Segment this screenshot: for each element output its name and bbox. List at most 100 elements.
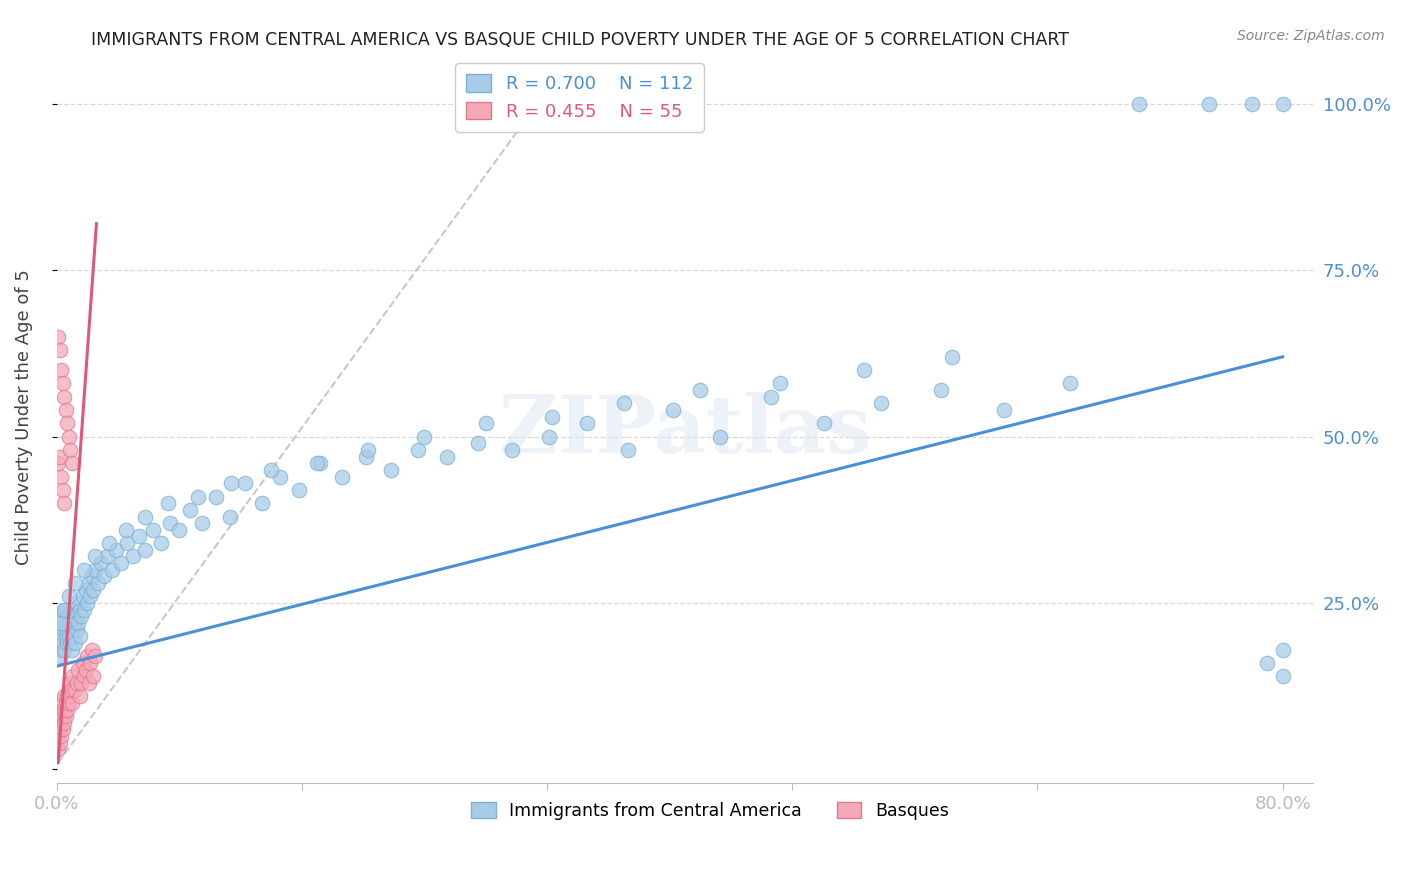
Point bbox=[357, 442, 380, 457]
Point bbox=[167, 523, 190, 537]
Point bbox=[52, 709, 75, 723]
Point bbox=[51, 363, 73, 377]
Point bbox=[70, 609, 93, 624]
Point bbox=[73, 669, 96, 683]
Point bbox=[55, 709, 77, 723]
Point bbox=[58, 629, 80, 643]
Point bbox=[287, 483, 309, 497]
Point bbox=[250, 496, 273, 510]
Point bbox=[53, 642, 76, 657]
Point bbox=[48, 736, 70, 750]
Point bbox=[62, 629, 84, 643]
Point bbox=[1271, 642, 1294, 657]
Point bbox=[929, 383, 952, 397]
Point bbox=[115, 536, 138, 550]
Point bbox=[51, 615, 73, 630]
Point bbox=[56, 623, 79, 637]
Point bbox=[501, 442, 523, 457]
Point bbox=[65, 596, 87, 610]
Point bbox=[84, 563, 107, 577]
Point bbox=[90, 556, 112, 570]
Point bbox=[87, 576, 110, 591]
Point bbox=[52, 636, 75, 650]
Point bbox=[46, 456, 69, 470]
Point bbox=[53, 715, 76, 730]
Point bbox=[46, 729, 69, 743]
Point bbox=[56, 702, 79, 716]
Point bbox=[59, 676, 82, 690]
Point bbox=[134, 509, 156, 524]
Point bbox=[48, 615, 70, 630]
Point bbox=[69, 603, 91, 617]
Point bbox=[149, 536, 172, 550]
Point bbox=[48, 450, 70, 464]
Point bbox=[58, 682, 80, 697]
Point bbox=[55, 696, 77, 710]
Point bbox=[233, 476, 256, 491]
Point bbox=[60, 623, 83, 637]
Point bbox=[48, 343, 70, 358]
Point bbox=[408, 442, 430, 457]
Point bbox=[58, 696, 80, 710]
Point bbox=[58, 590, 80, 604]
Point bbox=[72, 590, 94, 604]
Point bbox=[101, 563, 124, 577]
Text: Source: ZipAtlas.com: Source: ZipAtlas.com bbox=[1237, 29, 1385, 43]
Point bbox=[55, 615, 77, 630]
Point bbox=[52, 376, 75, 391]
Point bbox=[80, 642, 103, 657]
Text: IMMIGRANTS FROM CENTRAL AMERICA VS BASQUE CHILD POVERTY UNDER THE AGE OF 5 CORRE: IMMIGRANTS FROM CENTRAL AMERICA VS BASQU… bbox=[91, 31, 1070, 49]
Point bbox=[941, 350, 963, 364]
Point bbox=[1240, 97, 1263, 112]
Point bbox=[128, 529, 150, 543]
Point bbox=[60, 603, 83, 617]
Point bbox=[218, 509, 240, 524]
Point bbox=[58, 430, 80, 444]
Point bbox=[56, 603, 79, 617]
Point bbox=[82, 669, 104, 683]
Point bbox=[260, 463, 283, 477]
Point bbox=[60, 682, 83, 697]
Point bbox=[1271, 669, 1294, 683]
Point bbox=[82, 582, 104, 597]
Point bbox=[69, 689, 91, 703]
Point bbox=[48, 723, 70, 737]
Point bbox=[53, 390, 76, 404]
Point bbox=[52, 696, 75, 710]
Point bbox=[661, 403, 683, 417]
Point bbox=[93, 569, 115, 583]
Point bbox=[59, 615, 82, 630]
Point bbox=[48, 709, 70, 723]
Point bbox=[60, 696, 83, 710]
Point bbox=[59, 689, 82, 703]
Point bbox=[84, 549, 107, 564]
Point bbox=[51, 702, 73, 716]
Point bbox=[97, 536, 120, 550]
Point bbox=[76, 596, 98, 610]
Point bbox=[157, 496, 180, 510]
Point bbox=[77, 676, 100, 690]
Point bbox=[467, 436, 489, 450]
Point bbox=[60, 642, 83, 657]
Point bbox=[1059, 376, 1081, 391]
Point bbox=[187, 490, 209, 504]
Point bbox=[205, 490, 228, 504]
Point bbox=[52, 623, 75, 637]
Point bbox=[62, 609, 84, 624]
Point bbox=[540, 409, 562, 424]
Point bbox=[72, 656, 94, 670]
Point bbox=[67, 663, 90, 677]
Point bbox=[65, 623, 87, 637]
Point bbox=[474, 417, 496, 431]
Point bbox=[70, 676, 93, 690]
Point bbox=[46, 742, 69, 756]
Point bbox=[46, 715, 69, 730]
Point bbox=[179, 503, 201, 517]
Point bbox=[55, 629, 77, 643]
Point bbox=[55, 403, 77, 417]
Point bbox=[53, 702, 76, 716]
Point bbox=[575, 417, 598, 431]
Point bbox=[413, 430, 436, 444]
Point bbox=[1256, 656, 1278, 670]
Point bbox=[63, 576, 86, 591]
